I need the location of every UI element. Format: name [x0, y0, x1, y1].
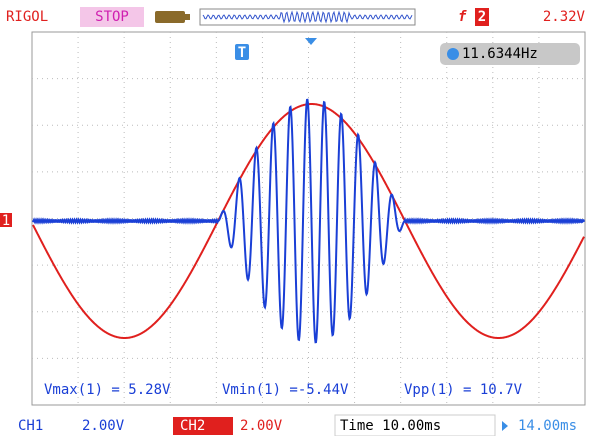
channel-marker-box: [0, 213, 12, 227]
trigger-marker: T: [238, 45, 246, 61]
timebase: Time 10.00ms: [340, 418, 441, 434]
frequency: 11.6344Hz: [462, 46, 538, 62]
trigger-source: 2: [478, 9, 486, 25]
ch2-label: CH2: [180, 418, 205, 434]
memory-bar: [199, 8, 416, 26]
trigger-level: 2.32V: [543, 9, 586, 25]
memory-wave: [202, 10, 413, 24]
battery-icon: [155, 11, 185, 23]
trigger-position: [305, 38, 317, 45]
frequency-box: [440, 43, 580, 65]
trigger-source-box: [475, 8, 489, 26]
ch2-box: [173, 417, 233, 435]
measurement: Vpp(1) = 10.7V: [404, 382, 523, 398]
time-box: [334, 414, 496, 436]
frequency-icon: [447, 48, 459, 60]
brand: RIGOL: [6, 9, 48, 25]
status: STOP: [95, 9, 129, 25]
measurement: Vmax(1) = 5.28V: [44, 382, 171, 398]
status-box: [80, 7, 144, 27]
trigger-marker-box: [235, 44, 249, 60]
grid: [32, 32, 585, 405]
battery-tip: [185, 14, 190, 20]
ch1-label: CH1: [18, 418, 43, 434]
measurement: Vmin(1) =-5.44V: [222, 382, 349, 398]
offset-arrow: [502, 421, 508, 431]
channel-marker: 1: [2, 213, 10, 229]
ch1-wave: [32, 98, 585, 344]
ch1-scale: 2.00V: [82, 418, 125, 434]
time-offset: 14.00ms: [518, 418, 577, 434]
ch2-scale: 2.00V: [240, 418, 283, 434]
trigger-edge: f: [458, 9, 467, 25]
